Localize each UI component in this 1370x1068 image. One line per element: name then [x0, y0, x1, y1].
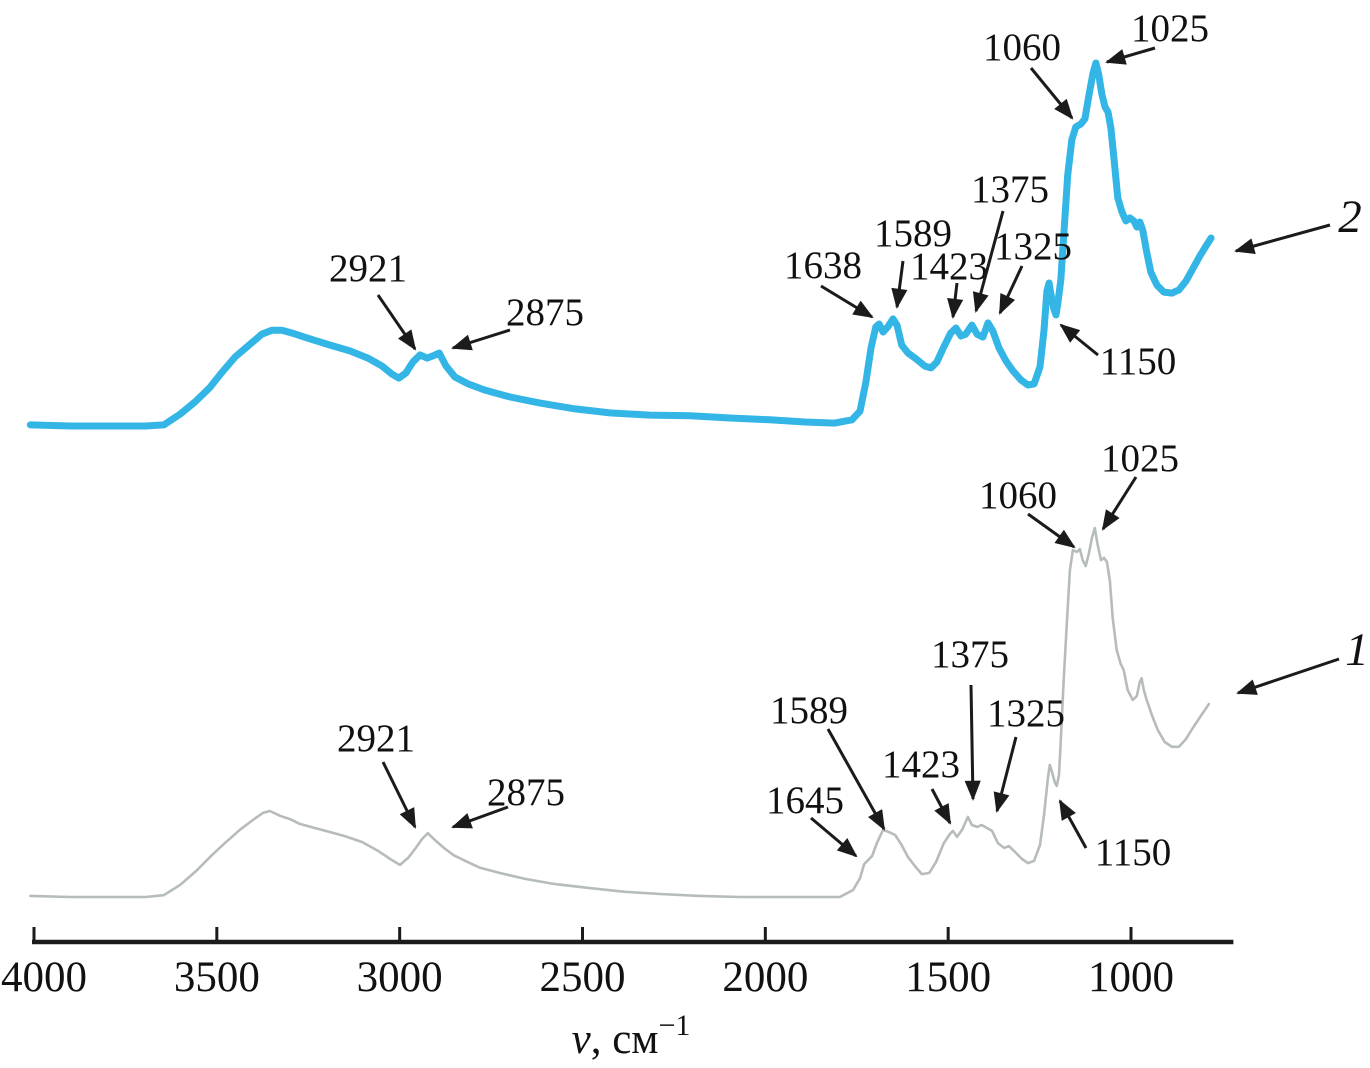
peak-s1-label-1150: 1150	[1095, 831, 1172, 874]
peak-s1-label-1060: 1060	[979, 474, 1057, 517]
peak-s2-arrow-1025	[1105, 46, 1156, 65]
x-tick-label-1500: 1500	[905, 954, 991, 1001]
x-tick-label-2500: 2500	[540, 954, 626, 1001]
curve-arrow-1	[1236, 657, 1340, 695]
peak-s1-arrow-2875	[451, 805, 509, 829]
curve-arrow-2	[1234, 223, 1331, 254]
peak-s2-label-2921: 2921	[329, 247, 407, 290]
peak-s1-label-1423: 1423	[882, 743, 960, 786]
x-tick-label-4000: 4000	[1, 954, 87, 1001]
x-tick-label-3500: 3500	[174, 954, 260, 1001]
x-tick-label-1000: 1000	[1088, 954, 1174, 1001]
peak-s2-label-2875: 2875	[506, 291, 584, 334]
peak-s1-arrow-1025	[1101, 476, 1138, 531]
peak-s1-arrow-1375	[964, 684, 981, 802]
peak-s2-label-1423: 1423	[910, 245, 988, 288]
peak-s2-label-1638: 1638	[784, 244, 862, 287]
peak-s2-arrow-2921	[376, 294, 417, 351]
peak-s2-label-1060: 1060	[983, 26, 1061, 69]
peak-s1-arrow-2921	[381, 761, 417, 829]
peak-s2-label-1589: 1589	[874, 212, 952, 255]
peak-s1-label-2875: 2875	[487, 771, 565, 814]
x-tick-label-2000: 2000	[722, 954, 808, 1001]
peak-s2-arrow-2875	[451, 328, 511, 351]
peak-s1-arrow-1060	[1027, 512, 1076, 549]
peak-s1-label-1645: 1645	[766, 779, 844, 822]
peak-s1-label-1375: 1375	[931, 633, 1009, 676]
x-axis-title: ν, см−1	[572, 1009, 691, 1063]
spectrum-curve-1	[29, 526, 1211, 899]
peak-s1-label-2921: 2921	[337, 717, 415, 760]
peak-s2-label-1325: 1325	[994, 225, 1072, 268]
peak-s2-arrow-1375	[972, 210, 1005, 313]
curve-label-1: 1	[1345, 624, 1369, 676]
peak-s1-arrow-1325	[993, 736, 1018, 813]
peak-s2-arrow-1589	[891, 260, 908, 310]
peak-s2-arrow-1423	[947, 282, 964, 320]
peak-s1-arrow-1589	[826, 728, 886, 831]
x-tick-label-3000: 3000	[357, 954, 443, 1001]
peak-s2-label-1375: 1375	[971, 168, 1049, 211]
peak-s1-label-1025: 1025	[1101, 437, 1179, 480]
peak-s2-label-1025: 1025	[1131, 7, 1209, 50]
curve-label-2: 2	[1338, 191, 1362, 243]
x-axis: 4000 3500 3000 2500 2000 1500 1000 ν, см−1	[1, 927, 1234, 1063]
peak-s2-arrow-1060	[1029, 67, 1074, 120]
spectrum-curve-2	[26, 59, 1215, 430]
peak-s2-arrow-1150	[1059, 323, 1099, 357]
peak-s2-arrow-1638	[820, 284, 874, 319]
peak-s1-label-1589: 1589	[770, 689, 848, 732]
peak-s2-arrow-1325	[998, 265, 1024, 315]
peak-s1-arrow-1150	[1058, 799, 1088, 849]
peak-s1-arrow-1645	[810, 816, 858, 858]
spectra-curves	[26, 59, 1215, 899]
peak-s2-label-1150: 1150	[1100, 340, 1177, 383]
peak-s1-label-1325: 1325	[987, 692, 1065, 735]
peak-s1-arrow-1423	[930, 788, 952, 825]
